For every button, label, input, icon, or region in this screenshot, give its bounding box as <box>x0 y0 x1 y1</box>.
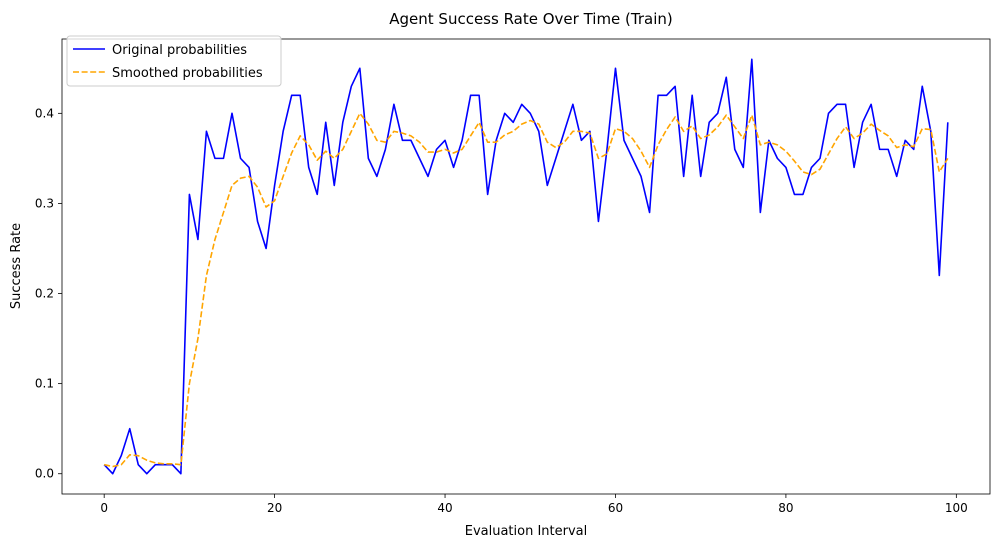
legend-box <box>66 35 282 87</box>
series-line-smoothed <box>104 112 949 468</box>
y-axis: 0.0 0.1 0.2 0.3 0.4 <box>35 106 62 481</box>
x-tick-label: 60 <box>608 501 623 515</box>
y-tick-label: 0.1 <box>35 377 54 391</box>
y-tick-label: 0.3 <box>35 196 54 210</box>
chart-title: Agent Success Rate Over Time (Train) <box>389 10 673 28</box>
series-lines <box>103 58 949 475</box>
y-tick-label: 0.0 <box>35 467 54 481</box>
y-axis-label: Success Rate <box>9 223 24 309</box>
series-line-original <box>103 58 949 475</box>
plot-frame <box>61 38 991 495</box>
legend-label-smoothed: Smoothed probabilities <box>112 66 263 81</box>
x-axis: 0 20 40 60 80 100 <box>100 494 968 515</box>
x-tick-label: 0 <box>100 501 108 515</box>
x-tick-label: 100 <box>945 501 968 515</box>
x-tick-label: 20 <box>267 501 282 515</box>
x-axis-label: Evaluation Interval <box>465 524 588 539</box>
legend-label-original: Original probabilities <box>112 43 247 58</box>
y-tick-label: 0.4 <box>35 106 54 120</box>
legend: Original probabilities Smoothed probabil… <box>66 35 282 87</box>
y-tick-label: 0.2 <box>35 287 54 301</box>
x-tick-label: 40 <box>437 501 452 515</box>
x-tick-label: 80 <box>778 501 793 515</box>
